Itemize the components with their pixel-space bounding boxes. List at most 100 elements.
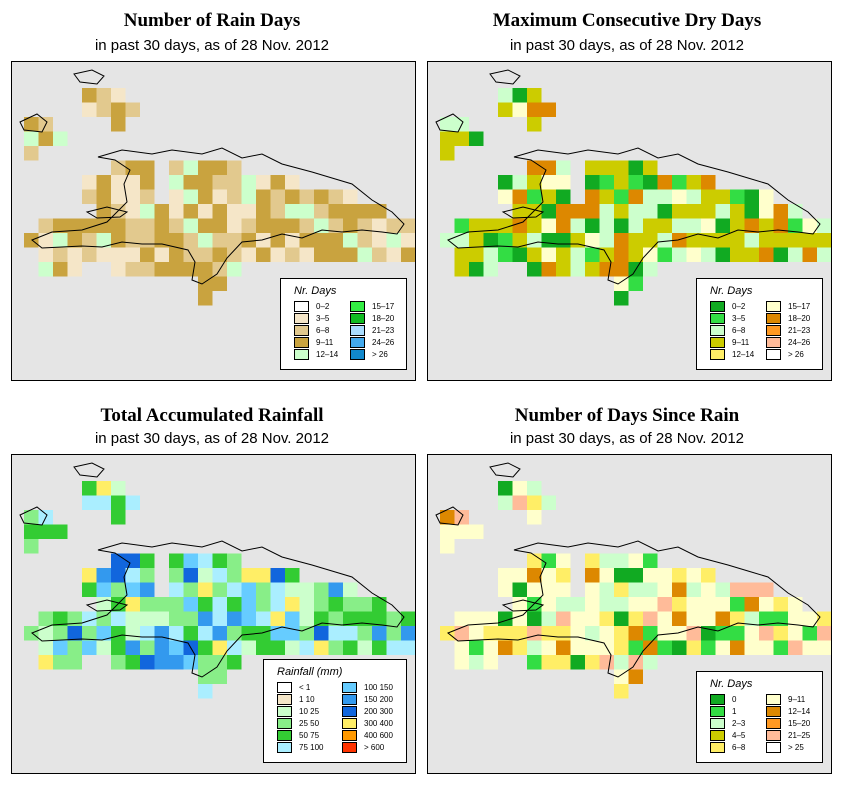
grid-cell [527,640,542,655]
grid-cell [469,262,484,277]
grid-cell [169,568,184,583]
grid-cell [657,582,672,597]
legend-swatch [350,349,365,360]
grid-cell [512,189,527,204]
grid-cell [256,175,271,190]
grid-cell [328,611,343,626]
grid-cell [730,597,745,612]
grid-cell [227,233,242,248]
grid-cell [67,233,82,248]
grid-cell [386,626,401,641]
grid-cell [111,247,126,262]
grid-cell [343,247,358,262]
grid-cell [541,568,556,583]
grid-cell [788,247,803,262]
grid-cell [183,204,198,219]
panel-subtitle-dry-days: in past 30 days, as of 28 Nov. 2012 [509,37,745,54]
map-dry-days: Nr. Days 0–2 3–5 6–8 9–11 12–14 15–17 18–20 21–2… [427,61,832,381]
grid-cell [614,597,629,612]
grid-cell [24,131,39,146]
grid-cell [686,247,701,262]
grid-cell [212,189,227,204]
grid-cell [270,568,285,583]
grid-cell [730,233,745,248]
grid-cell [527,495,542,510]
grid-cell [556,160,571,175]
grid-cell [357,597,372,612]
grid-cell [96,597,111,612]
grid-cell [541,597,556,612]
grid-cell [125,233,140,248]
grid-cell [169,611,184,626]
grid-cell [227,568,242,583]
grid-cell [730,247,745,262]
grid-cell [672,626,687,641]
grid-cell [715,247,730,262]
grid-cell [314,218,329,233]
grid-cell [198,218,213,233]
grid-cell [212,597,227,612]
grid-cell [111,510,126,525]
panel-title-rain-days: Number of Rain Days [123,10,301,31]
grid-cell [212,640,227,655]
grid-cell [483,218,498,233]
legend-label: 3–5 [316,314,330,323]
grid-cell [314,582,329,597]
legend-swatch [710,718,725,729]
grid-cell [53,247,68,262]
grid-cell [212,669,227,684]
grid-cell [82,233,97,248]
grid-cell [299,189,314,204]
legend-label: 200 300 [364,707,393,716]
grid-cell [183,597,198,612]
legend-label: 15–17 [372,302,395,311]
grid-cell [328,640,343,655]
grid-cell [140,611,155,626]
legend-swatch [766,706,781,717]
grid-cell [227,189,242,204]
grid-cell [498,626,513,641]
grid-cell [715,626,730,641]
grid-cell [140,233,155,248]
coastline [19,69,405,285]
grid-cell [241,568,256,583]
grid-cell [111,88,126,103]
grid-cell [512,626,527,641]
legend-swatch [277,706,292,717]
grid-cell [328,189,343,204]
coastline [19,462,405,678]
grid-cell [154,247,169,262]
grid-cell [556,553,571,568]
grid-cell [198,626,213,641]
grid-cell [628,204,643,219]
grid-cell [614,247,629,262]
grid-cell [183,189,198,204]
legend-swatch [766,301,781,312]
grid-cell [111,640,126,655]
grid-cell [212,553,227,568]
grid-cell [599,626,614,641]
legend-swatch [294,325,309,336]
grid-cell [628,233,643,248]
grid-cell [730,218,745,233]
legend-swatch [710,301,725,312]
grid-cell [227,655,242,670]
grid-cell [299,582,314,597]
grid-cell [372,247,387,262]
grid-cell [527,117,542,132]
grid-cell [386,247,401,262]
grid-cell [643,568,658,583]
grid-cell [614,189,629,204]
grid-cell [154,655,169,670]
grid-cell [24,233,39,248]
grid-cell [299,597,314,612]
grid-cell [256,597,271,612]
legend-swatch [342,682,357,693]
grid-cell [53,640,68,655]
grid-cell [140,204,155,219]
grid-cell [256,626,271,641]
grid-cell [512,102,527,117]
grid-cell [541,655,556,670]
legend-label: 2–3 [732,719,746,728]
grid-cell [125,160,140,175]
